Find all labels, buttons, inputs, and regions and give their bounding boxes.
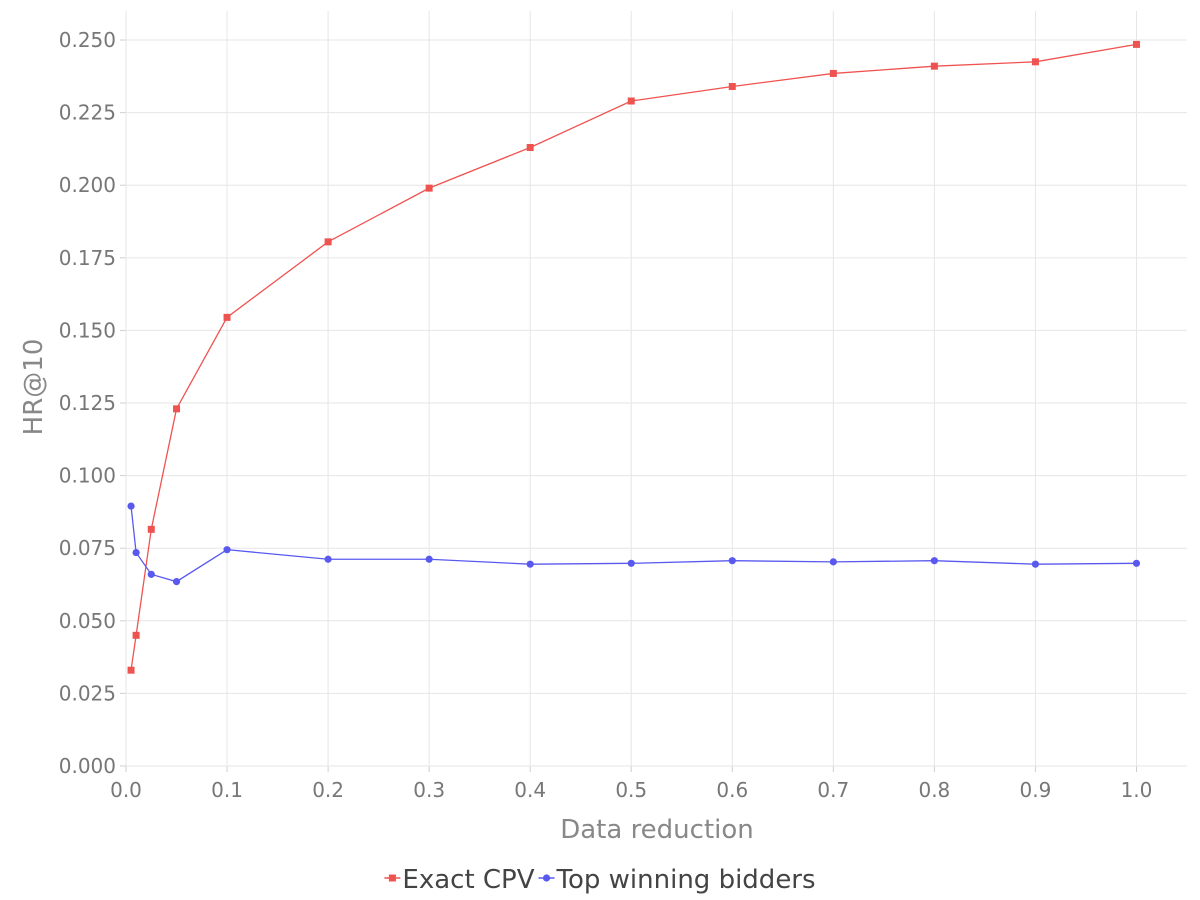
data-point (627, 559, 635, 567)
data-point (930, 62, 938, 70)
data-point (223, 313, 231, 321)
grid (125, 11, 1187, 767)
series-plot-area (127, 40, 1141, 674)
legend: Exact CPV Top winning bidders (384, 865, 816, 895)
x-tick-label: 0.4 (514, 778, 546, 802)
legend-item-1: Top winning bidders (538, 865, 816, 895)
x-tick-label: 0.9 (1020, 778, 1052, 802)
data-point (829, 558, 837, 566)
y-tick-label: 0.200 (59, 173, 116, 197)
x-tick-label: 0.1 (211, 778, 243, 802)
data-point (526, 143, 534, 151)
data-point (147, 525, 155, 533)
x-tick-label: 1.0 (1121, 778, 1153, 802)
y-tick-label: 0.100 (59, 464, 116, 488)
data-point (930, 557, 938, 565)
data-point (1031, 58, 1039, 66)
axes: 0.0 0.1 0.2 0.3 0.4 0.5 0.6 0.7 0.8 0.9 1.0 0.000 0.… (59, 11, 1187, 802)
data-point (324, 238, 332, 246)
data-point (172, 578, 181, 586)
series-0 (127, 40, 1140, 674)
data-point (627, 97, 635, 105)
data-point (728, 83, 736, 90)
data-point (526, 560, 534, 568)
data-point (127, 666, 135, 674)
data-point (173, 405, 181, 413)
data-point (324, 555, 332, 563)
y-tick-label: 0.025 (59, 681, 116, 705)
data-point (1132, 40, 1140, 48)
series-1 (127, 502, 1141, 586)
y-tick-label: 0.175 (59, 246, 116, 270)
series-line (130, 506, 1137, 583)
y-tick-label: 0.150 (59, 318, 116, 342)
data-point (132, 631, 140, 639)
x-tick-label: 0.6 (716, 778, 748, 802)
y-tick-label: 0.000 (59, 754, 116, 778)
x-axis-title: Data reduction (560, 815, 754, 845)
y-tick-label: 0.125 (59, 391, 116, 415)
x-tick-label: 0.8 (918, 778, 950, 802)
y-axis-title: HR@10 (19, 339, 49, 436)
y-tick-label: 0.225 (59, 101, 116, 125)
data-point (728, 557, 736, 565)
data-point (425, 555, 433, 563)
y-tick-label: 0.050 (59, 609, 116, 633)
y-tick-label: 0.075 (59, 536, 116, 560)
legend-marker-square (388, 874, 396, 882)
data-point (829, 69, 837, 77)
y-tick-label: 0.250 (59, 28, 116, 52)
legend-marker-circle (542, 874, 551, 882)
data-point (147, 570, 155, 578)
legend-label: Exact CPV (402, 865, 534, 895)
data-point (132, 548, 140, 557)
x-tick-label: 0.2 (312, 778, 344, 802)
series-line (130, 43, 1137, 671)
x-tick-label: 0.3 (413, 778, 445, 802)
data-point (127, 502, 135, 510)
data-point (1031, 560, 1040, 568)
data-point (223, 546, 231, 554)
legend-label: Top winning bidders (556, 865, 816, 895)
x-tick-label: 0.0 (110, 778, 142, 802)
legend-item-0: Exact CPV (384, 865, 535, 895)
x-tick-label: 0.5 (615, 778, 647, 802)
data-point (1132, 559, 1141, 567)
data-point (425, 184, 433, 192)
x-tick-label: 0.7 (817, 778, 849, 802)
